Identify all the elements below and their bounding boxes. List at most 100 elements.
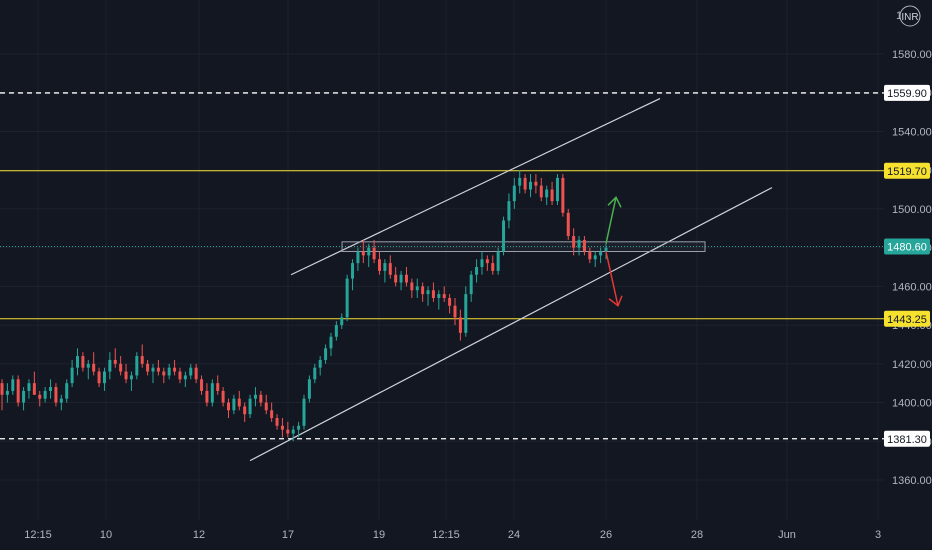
projection-arrows[interactable]: [605, 196, 623, 307]
resistance-zone-box[interactable]: [341, 241, 706, 253]
price-tag-3: 1443.25: [887, 314, 927, 326]
candle-body-92: [496, 251, 500, 271]
candle-body-16: [86, 363, 90, 368]
candlestick-series: [0, 170, 608, 442]
candle-body-89: [480, 259, 484, 267]
candle-body-45: [243, 406, 247, 415]
candle-body-33: [178, 371, 182, 380]
time-tick-1: 10: [100, 529, 112, 541]
time-tick-5: 12:15: [432, 529, 460, 541]
arrow-up-head[interactable]: [607, 196, 622, 208]
candle-body-44: [237, 398, 241, 407]
candle-body-61: [329, 336, 333, 349]
candle-body-94: [507, 201, 511, 221]
candle-body-99: [534, 181, 538, 186]
price-tick-9: 1400.00: [892, 398, 932, 410]
currency-badge[interactable]: 16 INR: [896, 5, 921, 27]
candle-body-4: [22, 390, 26, 403]
candle-body-67: [361, 251, 365, 256]
arrow-down-shaft[interactable]: [605, 251, 619, 306]
candle-body-63: [340, 317, 344, 326]
price-tick-8: 1420.00: [892, 359, 932, 371]
candle-body-98: [529, 181, 532, 190]
candle-body-90: [485, 259, 489, 264]
candle-body-24: [129, 375, 133, 380]
horizontal-levels: [0, 92, 884, 440]
candle-body-3: [16, 379, 20, 403]
candle-body-43: [232, 398, 236, 411]
candle-body-81: [437, 294, 441, 298]
candle-body-103: [555, 177, 559, 202]
candle-body-10: [54, 387, 58, 403]
candle-body-65: [351, 263, 355, 279]
candle-body-59: [318, 359, 322, 368]
time-tick-2: 12: [193, 529, 205, 541]
candle-body-52: [280, 425, 284, 430]
candle-body-96: [518, 177, 522, 186]
candle-body-40: [216, 383, 220, 391]
candle-body-0: [0, 383, 4, 395]
candle-body-7: [38, 394, 42, 399]
time-axis[interactable]: 12:15 10 12 17 19 12:15 24 26 28 Jun 3: [24, 529, 881, 541]
candle-body-55: [297, 425, 301, 430]
price-tag-4: 1381.30: [887, 434, 927, 446]
candle-body-66: [356, 251, 360, 264]
price-tick-4: 1500.00: [892, 204, 932, 216]
candle-body-15: [81, 356, 85, 368]
candle-body-54: [291, 429, 295, 434]
trend-channel[interactable]: [249, 97, 773, 462]
time-tick-8: 28: [691, 529, 703, 541]
candle-body-39: [210, 383, 214, 403]
candle-body-23: [124, 371, 128, 380]
candle-body-102: [550, 189, 554, 202]
candle-body-75: [404, 274, 408, 283]
time-tick-10: 3: [875, 529, 881, 541]
candle-body-64: [345, 278, 349, 318]
time-tick-9: Jun: [778, 529, 796, 541]
arrow-down-head[interactable]: [608, 295, 623, 307]
candle-body-101: [545, 189, 549, 198]
candle-body-86: [464, 294, 468, 333]
candle-body-38: [205, 390, 209, 403]
candle-body-53: [286, 429, 290, 434]
candle-body-12: [65, 383, 69, 399]
arrow-up-shaft[interactable]: [605, 197, 617, 244]
time-tick-3: 17: [282, 529, 294, 541]
candle-body-58: [313, 367, 317, 380]
candle-body-71: [383, 263, 387, 271]
currency-badge-circle: [899, 5, 921, 27]
candle-body-27: [146, 363, 150, 372]
candle-body-108: [582, 239, 586, 252]
candle-body-19: [102, 371, 106, 384]
candle-body-93: [502, 220, 506, 252]
candle-body-105: [566, 212, 570, 237]
candle-body-107: [577, 239, 581, 248]
candle-body-26: [140, 356, 144, 364]
price-tick-6: 1460.00: [892, 281, 932, 293]
channel-line-lower[interactable]: [249, 187, 773, 462]
candle-body-25: [135, 356, 139, 376]
candle-body-85: [458, 317, 462, 333]
channel-line-upper[interactable]: [290, 97, 661, 276]
candle-body-37: [200, 379, 204, 391]
candle-body-72: [388, 263, 392, 275]
candle-body-77: [415, 286, 419, 291]
price-tag-bg-3: [884, 310, 930, 327]
candle-body-87: [469, 274, 473, 295]
candle-body-47: [253, 394, 257, 399]
time-tick-6: 24: [508, 529, 520, 541]
candle-body-109: [588, 251, 592, 260]
candle-body-48: [259, 394, 263, 403]
candle-body-82: [442, 294, 446, 298]
candle-body-5: [27, 383, 31, 391]
candle-body-31: [167, 367, 171, 376]
time-tick-4: 19: [373, 529, 385, 541]
candle-body-6: [32, 383, 36, 395]
candle-body-32: [173, 367, 177, 372]
candle-body-35: [189, 367, 193, 376]
candle-body-78: [421, 286, 425, 295]
candle-body-28: [151, 367, 155, 372]
candle-body-69: [372, 247, 376, 260]
